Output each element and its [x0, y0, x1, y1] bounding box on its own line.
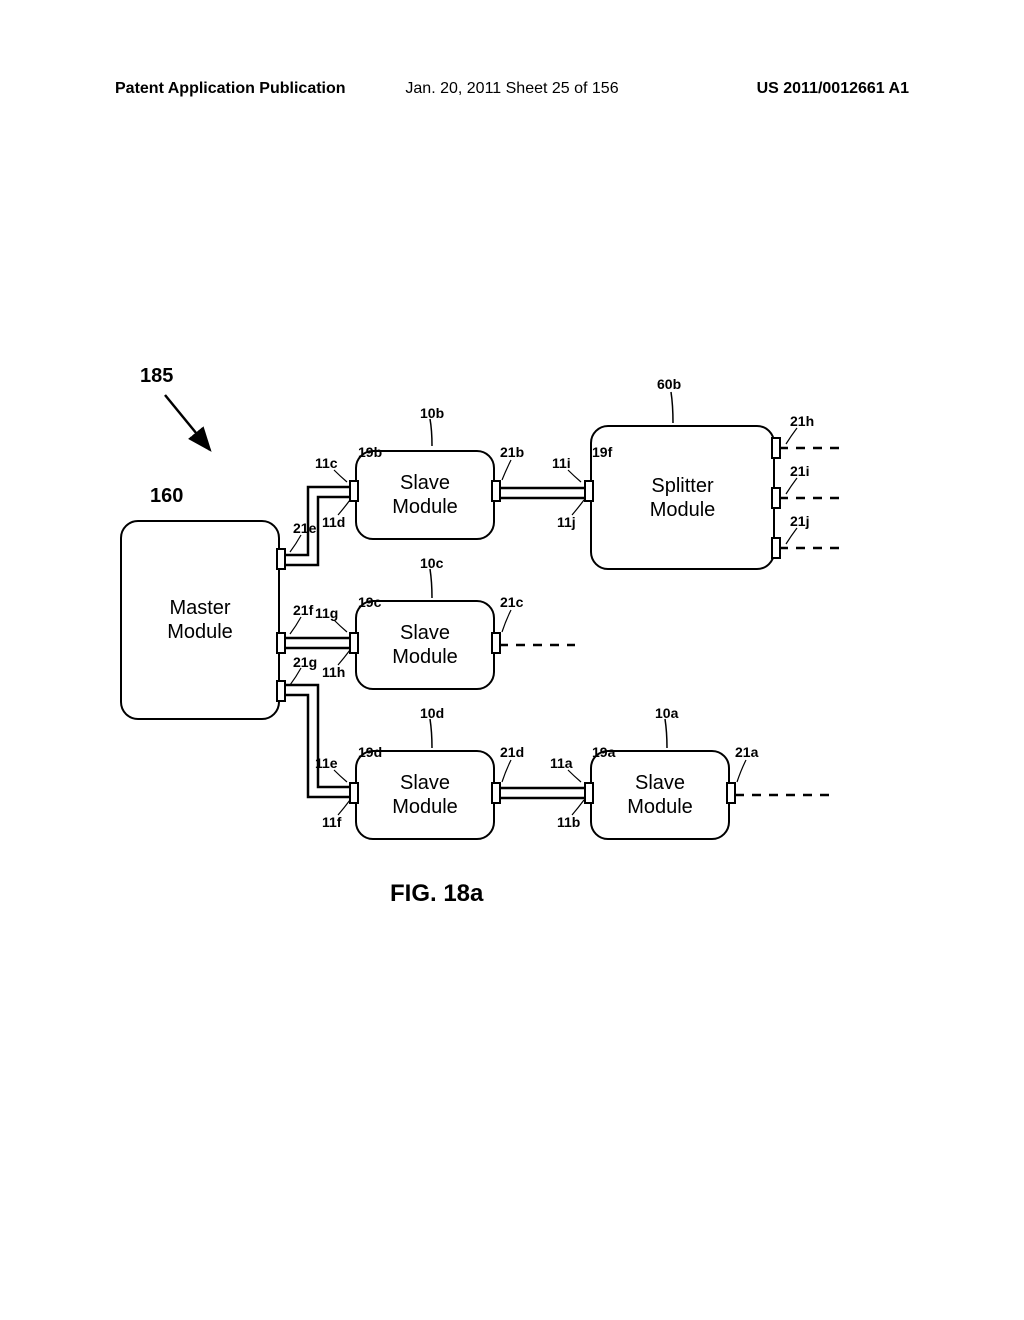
port-19c: [349, 632, 359, 654]
slave-10c-line1: Slave: [400, 621, 450, 645]
label-11e: 11e: [315, 755, 338, 771]
ref-185: 185: [140, 365, 173, 388]
port-19d: [349, 782, 359, 804]
label-21b: 21b: [500, 444, 524, 460]
splitter-module: Splitter Module: [590, 425, 775, 570]
label-11f: 11f: [322, 814, 341, 830]
label-11a: 11a: [550, 755, 573, 771]
slave-10a-line1: Slave: [635, 771, 685, 795]
label-19b: 19b: [358, 444, 382, 460]
label-11j: 11j: [557, 514, 576, 530]
port-21j: [771, 537, 781, 559]
label-21h: 21h: [790, 413, 814, 429]
slave-10b-line2: Module: [392, 495, 458, 519]
master-module: Master Module: [120, 520, 280, 720]
master-line1: Master: [169, 596, 230, 620]
label-11g: 11g: [315, 605, 338, 621]
port-21h: [771, 437, 781, 459]
label-11b: 11b: [557, 814, 580, 830]
label-21c: 21c: [500, 594, 523, 610]
slave-module-10a: Slave Module: [590, 750, 730, 840]
label-21d: 21d: [500, 744, 524, 760]
diagram-container: 185 160 Master Module 21e 21f 21g Slave …: [0, 0, 1024, 1320]
ref-160: 160: [150, 485, 183, 508]
label-11h: 11h: [322, 664, 345, 680]
port-21d: [491, 782, 501, 804]
slave-module-10b: Slave Module: [355, 450, 495, 540]
label-19a: 19a: [592, 744, 615, 760]
slave-module-10c: Slave Module: [355, 600, 495, 690]
label-19d: 19d: [358, 744, 382, 760]
slave-module-10d: Slave Module: [355, 750, 495, 840]
label-21j: 21j: [790, 513, 809, 529]
label-11i: 11i: [552, 455, 571, 471]
label-21e: 21e: [293, 520, 316, 536]
label-60b: 60b: [657, 376, 681, 392]
port-21f: [276, 632, 286, 654]
label-11d: 11d: [322, 514, 345, 530]
port-21i: [771, 487, 781, 509]
label-10d: 10d: [420, 705, 444, 721]
port-21c: [491, 632, 501, 654]
port-21b: [491, 480, 501, 502]
slave-10b-line1: Slave: [400, 471, 450, 495]
port-21e: [276, 548, 286, 570]
port-19a: [584, 782, 594, 804]
label-21i: 21i: [790, 463, 809, 479]
label-19c: 19c: [358, 594, 381, 610]
label-21g: 21g: [293, 654, 317, 670]
slave-10a-line2: Module: [627, 795, 693, 819]
splitter-line2: Module: [650, 498, 716, 522]
master-line2: Module: [167, 620, 233, 644]
label-11c: 11c: [315, 455, 338, 471]
label-21a: 21a: [735, 744, 758, 760]
label-10b: 10b: [420, 405, 444, 421]
label-10a: 10a: [655, 705, 678, 721]
label-10c: 10c: [420, 555, 443, 571]
slave-10c-line2: Module: [392, 645, 458, 669]
label-21f: 21f: [293, 602, 313, 618]
port-21g: [276, 680, 286, 702]
port-19f: [584, 480, 594, 502]
splitter-line1: Splitter: [651, 474, 713, 498]
port-19b: [349, 480, 359, 502]
label-19f: 19f: [592, 444, 612, 460]
port-21a: [726, 782, 736, 804]
figure-label: FIG. 18a: [390, 880, 483, 908]
slave-10d-line2: Module: [392, 795, 458, 819]
slave-10d-line1: Slave: [400, 771, 450, 795]
